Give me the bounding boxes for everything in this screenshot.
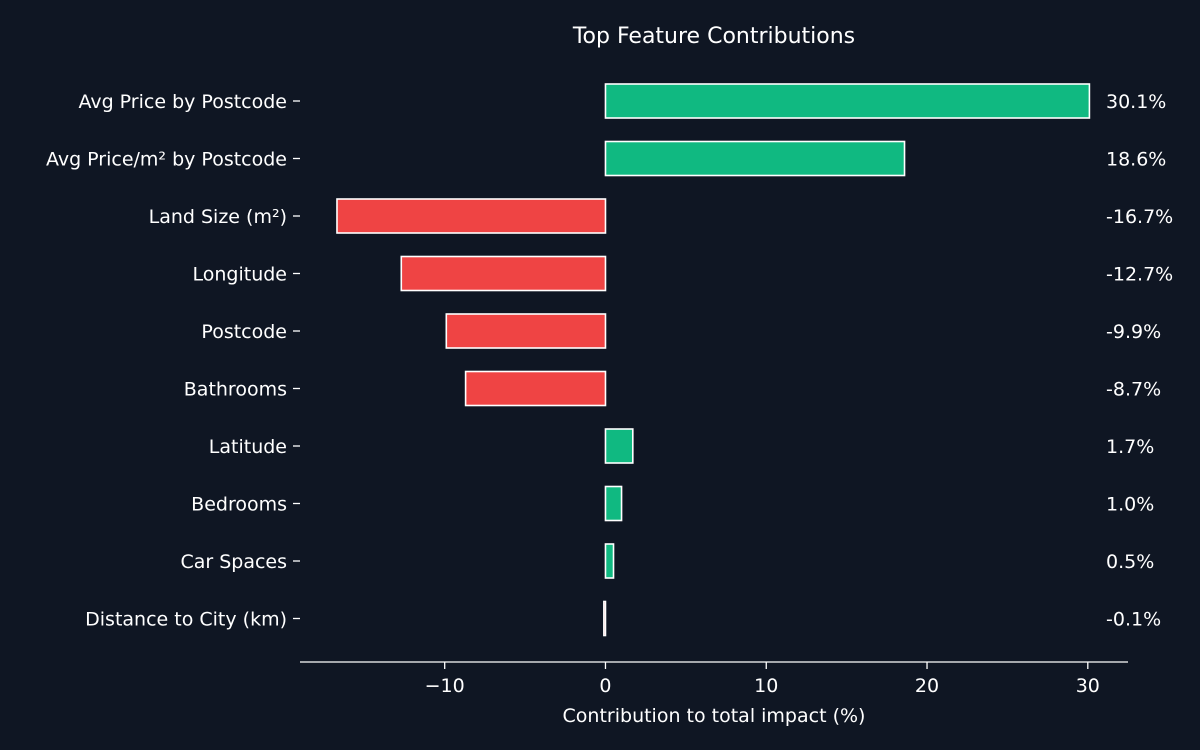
- x-axis-label: Contribution to total impact (%): [563, 705, 866, 727]
- x-tick-label: 0: [599, 675, 611, 697]
- y-tick-label: Avg Price/m² by Postcode: [46, 149, 287, 171]
- y-tick-label: Bedrooms: [191, 494, 287, 516]
- y-tick-label: Avg Price by Postcode: [78, 91, 287, 113]
- bar: [336, 198, 607, 234]
- bar: [400, 255, 607, 292]
- y-axis-labels: Avg Price by Postcode Avg Price/m² by Pos…: [46, 91, 300, 631]
- value-label: -12.7%: [1106, 264, 1173, 286]
- x-tick-label: −10: [425, 675, 465, 697]
- value-label: -16.7%: [1106, 206, 1173, 228]
- value-label: -0.1%: [1106, 609, 1161, 631]
- value-label: 30.1%: [1106, 91, 1166, 113]
- value-label: -9.9%: [1106, 321, 1161, 343]
- x-tick-label: 30: [1076, 675, 1100, 697]
- y-tick-label: Longitude: [193, 264, 288, 286]
- y-tick-label: Bathrooms: [184, 379, 287, 401]
- y-tick-label: Car Spaces: [180, 551, 287, 573]
- bar: [604, 83, 1091, 119]
- y-tick-label: Latitude: [209, 436, 287, 458]
- value-labels: 30.1% 18.6% -16.7% -12.7% -9.9% -8.7% 1.7% 1.0%…: [1106, 91, 1173, 631]
- value-label: 0.5%: [1106, 551, 1154, 573]
- bar: [604, 140, 906, 177]
- bar: [445, 313, 607, 349]
- value-label: 1.0%: [1106, 494, 1154, 516]
- y-tick-label: Distance to City (km): [85, 609, 287, 631]
- value-label: -8.7%: [1106, 379, 1161, 401]
- value-label: 18.6%: [1106, 149, 1166, 171]
- bar: [604, 485, 623, 522]
- bar: [464, 370, 607, 407]
- bar-group: [336, 83, 1091, 637]
- x-axis: −10 0 10 20 30: [300, 661, 1128, 697]
- x-tick-label: 20: [915, 675, 939, 697]
- y-tick-label: Land Size (m²): [149, 206, 287, 228]
- chart-title: Top Feature Contributions: [572, 24, 855, 49]
- x-tick-label: 10: [754, 675, 778, 697]
- bar: [603, 600, 607, 637]
- y-tick-label: Postcode: [201, 321, 287, 343]
- bar: [604, 428, 634, 464]
- value-label: 1.7%: [1106, 436, 1154, 458]
- bar: [604, 543, 615, 579]
